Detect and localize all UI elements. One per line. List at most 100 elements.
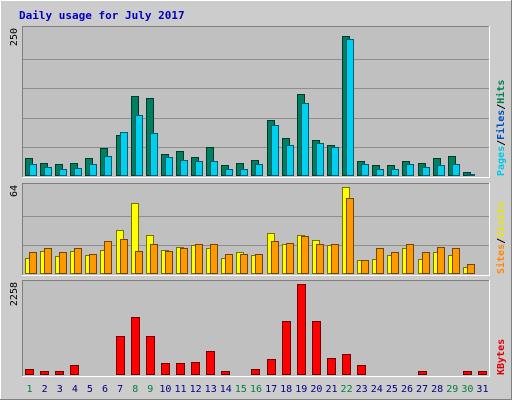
bar-kbytes-day-30 bbox=[463, 371, 472, 375]
bar-pages-day-19 bbox=[301, 103, 309, 176]
bar-kbytes-day-3 bbox=[55, 371, 64, 375]
bar-pages-day-16 bbox=[255, 164, 263, 176]
legend-separator: / bbox=[496, 238, 507, 244]
x-label-day-31: 31 bbox=[476, 384, 488, 395]
bar-sites-day-1 bbox=[29, 252, 37, 274]
bar-sites-day-16 bbox=[255, 254, 263, 274]
bar-kbytes-day-11 bbox=[176, 363, 185, 375]
bar-pages-day-18 bbox=[286, 145, 294, 176]
bar-kbytes-day-2 bbox=[40, 371, 49, 375]
bar-pages-day-4 bbox=[74, 168, 82, 176]
x-label-day-24: 24 bbox=[371, 384, 383, 395]
x-label-day-17: 17 bbox=[265, 384, 277, 395]
bar-sites-day-28 bbox=[437, 247, 445, 274]
bar-kbytes-day-31 bbox=[478, 371, 487, 375]
chart-panels: 250Pages/Files/Hits64Sites/Visits2258KBy… bbox=[9, 26, 507, 377]
bar-pages-day-25 bbox=[391, 169, 399, 176]
x-label-day-11: 11 bbox=[174, 384, 186, 395]
bar-kbytes-day-13 bbox=[206, 351, 215, 375]
bar-sites-day-20 bbox=[316, 244, 324, 274]
x-label-day-20: 20 bbox=[310, 384, 322, 395]
bar-sites-day-8 bbox=[135, 251, 143, 274]
bar-kbytes-day-20 bbox=[312, 321, 321, 375]
bar-sites-day-12 bbox=[195, 244, 203, 274]
bar-pages-day-13 bbox=[210, 161, 218, 176]
bar-pages-day-9 bbox=[150, 133, 158, 176]
x-label-day-22: 22 bbox=[341, 384, 353, 395]
x-label-day-2: 2 bbox=[42, 384, 48, 395]
y-max-label: 64 bbox=[9, 185, 20, 197]
bar-pages-day-7 bbox=[120, 132, 128, 176]
x-label-day-8: 8 bbox=[132, 384, 138, 395]
bar-pages-day-8 bbox=[135, 115, 143, 176]
x-label-day-6: 6 bbox=[102, 384, 108, 395]
bar-kbytes-day-8 bbox=[131, 317, 140, 375]
bar-pages-day-2 bbox=[44, 167, 52, 176]
bar-sites-day-2 bbox=[44, 248, 52, 274]
bar-sites-day-4 bbox=[74, 248, 82, 274]
bar-sites-day-17 bbox=[271, 241, 279, 274]
x-label-day-5: 5 bbox=[87, 384, 93, 395]
x-label-day-26: 26 bbox=[401, 384, 413, 395]
bar-sites-day-27 bbox=[422, 252, 430, 274]
bar-sites-day-18 bbox=[286, 243, 294, 274]
bar-pages-day-5 bbox=[89, 164, 97, 176]
bar-pages-day-17 bbox=[271, 125, 279, 176]
bar-sites-day-5 bbox=[89, 254, 97, 274]
bar-sites-day-9 bbox=[150, 244, 158, 274]
x-label-day-19: 19 bbox=[295, 384, 307, 395]
bar-kbytes-day-22 bbox=[342, 354, 351, 375]
bar-kbytes-day-18 bbox=[282, 321, 291, 375]
bar-kbytes-day-23 bbox=[357, 365, 366, 375]
bar-kbytes-day-27 bbox=[418, 371, 427, 375]
bar-pages-day-26 bbox=[406, 164, 414, 176]
bar-kbytes-day-9 bbox=[146, 336, 155, 375]
x-label-day-21: 21 bbox=[325, 384, 337, 395]
legend-2: Sites/Visits bbox=[495, 202, 507, 274]
bar-kbytes-day-7 bbox=[116, 336, 125, 375]
x-label-day-9: 9 bbox=[147, 384, 153, 395]
panel-2: 64 Sites/Visits bbox=[9, 183, 507, 276]
bar-pages-day-10 bbox=[165, 157, 173, 176]
x-label-day-13: 13 bbox=[205, 384, 217, 395]
bar-pages-day-3 bbox=[59, 169, 67, 176]
bar-sites-day-23 bbox=[361, 260, 369, 274]
bar-sites-day-7 bbox=[120, 239, 128, 274]
bar-pages-day-20 bbox=[316, 143, 324, 176]
x-label-day-16: 16 bbox=[250, 384, 262, 395]
x-label-day-18: 18 bbox=[280, 384, 292, 395]
legend-separator: / bbox=[496, 140, 507, 146]
y-max-label: 250 bbox=[9, 28, 20, 46]
bar-sites-day-3 bbox=[59, 252, 67, 274]
panel-1: 250 Pages/Files/Hits bbox=[9, 26, 507, 178]
bar-kbytes-day-4 bbox=[70, 365, 79, 375]
x-label-day-29: 29 bbox=[446, 384, 458, 395]
bar-sites-day-15 bbox=[240, 254, 248, 274]
x-label-day-30: 30 bbox=[461, 384, 473, 395]
bar-pages-day-22 bbox=[346, 39, 354, 176]
bar-pages-day-14 bbox=[225, 169, 233, 176]
x-label-day-15: 15 bbox=[235, 384, 247, 395]
bar-sites-day-30 bbox=[467, 264, 475, 274]
chart-title: Daily usage for July 2017 bbox=[19, 9, 185, 22]
bar-sites-day-19 bbox=[301, 236, 309, 274]
bar-kbytes-day-12 bbox=[191, 362, 200, 375]
bar-pages-day-12 bbox=[195, 161, 203, 176]
bar-pages-day-28 bbox=[437, 165, 445, 176]
legend-separator: / bbox=[496, 104, 507, 110]
bar-kbytes-day-14 bbox=[221, 371, 230, 375]
x-label-day-27: 27 bbox=[416, 384, 428, 395]
x-label-day-23: 23 bbox=[356, 384, 368, 395]
legend-item-kbytes: KBytes bbox=[496, 339, 507, 375]
bar-kbytes-day-17 bbox=[267, 359, 276, 375]
bar-pages-day-6 bbox=[104, 156, 112, 176]
x-label-day-7: 7 bbox=[117, 384, 123, 395]
bar-pages-day-24 bbox=[376, 169, 384, 176]
x-label-day-25: 25 bbox=[386, 384, 398, 395]
bar-pages-day-11 bbox=[180, 160, 188, 176]
bar-kbytes-day-10 bbox=[161, 363, 170, 375]
bar-sites-day-21 bbox=[331, 244, 339, 274]
legend-1: Pages/Files/Hits bbox=[495, 80, 507, 176]
